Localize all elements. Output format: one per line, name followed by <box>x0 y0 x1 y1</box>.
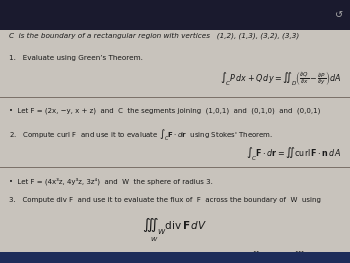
Text: $\iint_S \mathbf{F}\cdot d\mathbf{A} = \iiint_W \mathrm{div}\,\mathbf{F}\,dV$: $\iint_S \mathbf{F}\cdot d\mathbf{A} = \… <box>250 249 341 263</box>
Text: •  Let F = (2x, −y, x + z)  and  C  the segments joining  (1,0,1)  and  (0,1,0) : • Let F = (2x, −y, x + z) and C the segm… <box>9 108 320 114</box>
Text: $W$: $W$ <box>150 235 158 243</box>
Text: 3.   Compute div F  and use it to evaluate the flux of  F  across the boundary o: 3. Compute div F and use it to evaluate … <box>9 197 321 203</box>
Text: $\int_C \mathbf{F}\cdot d\mathbf{r} = \iint \mathrm{curl}\,\mathbf{F}\cdot\mathb: $\int_C \mathbf{F}\cdot d\mathbf{r} = \i… <box>246 145 341 162</box>
Bar <box>0 252 350 263</box>
Text: 1.   Evaluate using Green’s Theorem.: 1. Evaluate using Green’s Theorem. <box>9 55 143 61</box>
Text: •  Let F = (4x³z, 4y³z, 3z⁴)  and  W  the sphere of radius 3.: • Let F = (4x³z, 4y³z, 3z⁴) and W the sp… <box>9 178 213 185</box>
Text: C  is the boundary of a rectangular region with vertices   (1,2), (1,3), (3,2), : C is the boundary of a rectangular regio… <box>9 33 299 39</box>
Text: ↺: ↺ <box>335 10 343 20</box>
Text: 2.   Compute curl F  and use it to evaluate $\int_C \mathbf{F}\cdot d\mathbf{r}$: 2. Compute curl F and use it to evaluate… <box>9 128 273 143</box>
Bar <box>0 0 350 30</box>
Text: $\iiint_W \mathrm{div}\,\mathbf{F}\,dV$: $\iiint_W \mathrm{div}\,\mathbf{F}\,dV$ <box>142 217 208 237</box>
Text: $\int_C P\,dx + Q\,dy = \iint_D \left(\frac{\partial Q}{\partial x} - \frac{\par: $\int_C P\,dx + Q\,dy = \iint_D \left(\f… <box>220 71 341 88</box>
